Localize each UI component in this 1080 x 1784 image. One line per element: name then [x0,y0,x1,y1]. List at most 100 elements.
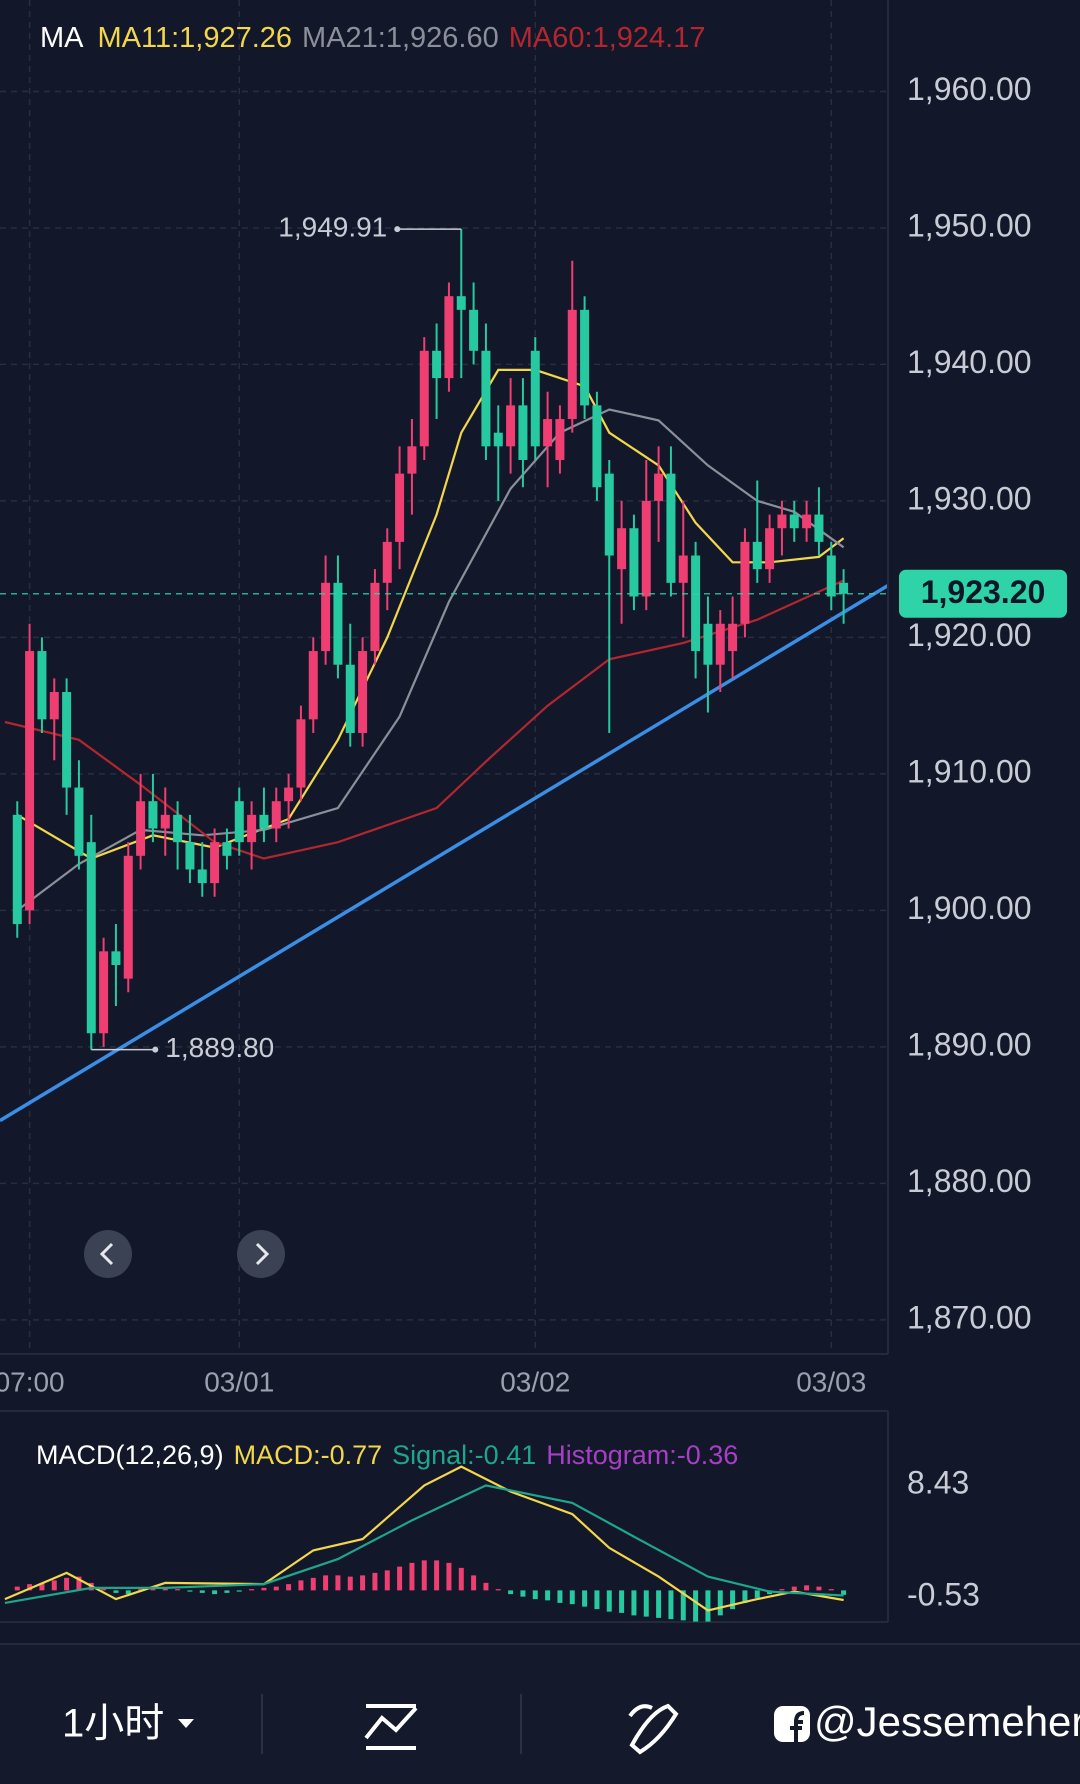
histogram-bar [187,1590,193,1592]
interval-label[interactable]: 1小时 [62,1702,164,1746]
histogram-bar [606,1590,612,1612]
histogram-bar [409,1562,415,1591]
candle-body [321,582,331,652]
histogram-bar [360,1575,366,1591]
histogram-bar [471,1575,477,1591]
candle-body [308,651,318,720]
candle-body [234,801,244,843]
histogram-bar [458,1567,464,1591]
candle-body [136,801,146,856]
histogram-bar [730,1590,736,1610]
histogram-bar [64,1577,70,1591]
candle-body [62,692,72,788]
dropdown-icon[interactable] [178,1719,194,1728]
indicator-line [4,1484,844,1604]
interval-selector[interactable]: 1小时 [62,1702,194,1746]
toolbar [0,1644,1080,1784]
candle-body [728,623,738,652]
histogram-bar [742,1590,748,1603]
candle-body [160,814,170,829]
histogram-bar [532,1590,538,1600]
legend-entry: MA11:1,927.26 [98,22,293,54]
candle-body [99,951,109,1034]
histogram-bar [594,1590,600,1610]
histogram-bar [841,1590,847,1595]
histogram-bar [162,1587,168,1591]
candle-body [210,842,220,884]
candle-body [604,473,614,556]
histogram-bar [705,1590,711,1622]
y-tick-label: -0.53 [907,1576,980,1612]
histogram-bar [273,1586,279,1591]
legend-entry: MA21:1,926.60 [302,22,499,54]
histogram-bar [828,1589,834,1591]
candle-body [419,350,429,447]
candle-body [629,528,639,597]
scroll-left-button[interactable] [84,1230,132,1278]
indicator-button[interactable] [364,1704,418,1750]
candle-body [12,814,22,925]
facebook-icon [774,1706,810,1742]
legend-title: MA [40,22,84,54]
draw-button[interactable] [628,1703,679,1755]
price-tag [899,569,1067,618]
candle-body [222,842,232,856]
histogram-bar [51,1580,57,1591]
legend-entry: MACD:-0.77 [234,1440,383,1470]
ma-legend: MA MA11:1,927.26 MA21:1,926.60 MA60:1,924.1… [40,22,705,54]
y-tick-label: 1,900.00 [907,890,1032,926]
candle-body [493,432,503,447]
y-tick-label: 1,920.00 [907,617,1032,653]
histogram-bar [101,1589,107,1591]
y-tick-label: 8.43 [907,1464,969,1500]
candle-body [49,692,59,720]
facebook-f [790,1711,805,1742]
histogram-bar [113,1590,119,1593]
histogram-bar [631,1590,637,1616]
candle-body [111,951,121,965]
candle-body [567,309,577,420]
indicator-icon[interactable] [364,1704,418,1750]
candle-body [703,623,713,665]
histogram-bar [384,1570,390,1591]
histogram-bar [483,1582,489,1591]
scroll-right-button[interactable] [237,1230,285,1278]
button-bg[interactable] [237,1230,285,1278]
candle-body [185,842,195,870]
histogram-bar [236,1590,242,1592]
candle-body [765,528,775,570]
price-tag-label: 1,923.20 [921,574,1046,610]
histogram-bar [446,1562,452,1591]
histogram-bar [508,1590,514,1595]
candle-body [370,582,380,652]
pen-icon[interactable] [628,1703,679,1755]
histogram-bar [347,1576,353,1591]
candle-body [259,814,269,829]
candle-body [444,296,454,379]
chevron-icon[interactable] [255,1242,270,1266]
macd-panel: 8.43 -0.53 [4,1464,980,1622]
histogram-bar [372,1572,378,1591]
candle-body [25,651,35,911]
candle-body [654,473,664,501]
histogram-bar [816,1586,822,1591]
candle-body [839,582,849,594]
x-tick-label: 07:00 [0,1366,65,1397]
histogram-bar [138,1589,144,1591]
candle-body [802,514,812,529]
watermark-text: @Jessemeher [814,1698,1080,1745]
button-bg[interactable] [84,1230,132,1278]
histogram-bar [680,1590,686,1621]
histogram-bar [39,1582,45,1591]
candle-body [506,405,516,447]
high-dot [394,226,401,233]
histogram-bar [150,1587,156,1591]
chevron-icon[interactable] [99,1242,114,1266]
candle-body [271,801,281,829]
candle-body [358,651,368,733]
histogram-bar [199,1590,205,1593]
histogram-bar [125,1590,131,1595]
candle-body [432,350,442,379]
candle-body [333,582,343,665]
